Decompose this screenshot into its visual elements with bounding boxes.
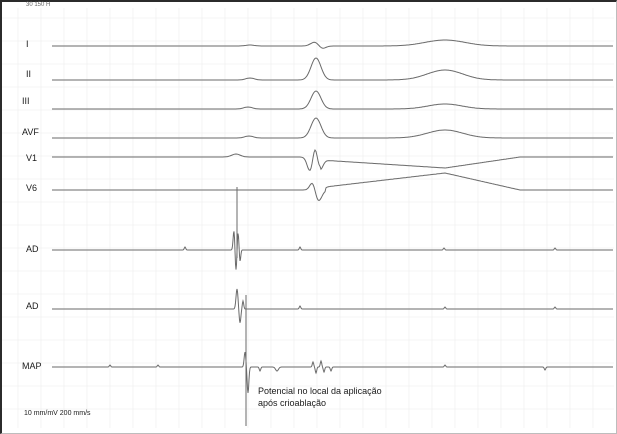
trace-lead-iii bbox=[52, 90, 613, 110]
lead-label-map: MAP bbox=[22, 361, 42, 371]
signal-traces bbox=[52, 39, 613, 426]
trace-lead-avf bbox=[52, 117, 613, 139]
header-cut-text: 30 150 H bbox=[26, 2, 51, 8]
annotation-line-1: Potencial no local da aplicação bbox=[258, 386, 382, 396]
annotation-text: Potencial no local da aplicação após cri… bbox=[258, 385, 382, 409]
annotation-line-2: após crioablação bbox=[258, 398, 327, 408]
lead-label-ad: AD bbox=[26, 244, 39, 254]
scale-settings: 10 mm/mV 200 mm/s bbox=[24, 410, 91, 417]
trace-lead-v1 bbox=[52, 148, 613, 171]
lead-label-v1: V1 bbox=[26, 153, 38, 163]
lead-label-ad: AD bbox=[26, 301, 39, 311]
trace-map bbox=[52, 351, 613, 394]
trace-lead-ii bbox=[52, 57, 613, 81]
lead-label-avf: AVF bbox=[22, 127, 39, 137]
lead-label-i: I bbox=[26, 39, 29, 49]
trace-ad-1 bbox=[52, 231, 613, 270]
background-grid bbox=[2, 8, 614, 428]
lead-label-ii: II bbox=[26, 69, 32, 79]
trace-ad-2 bbox=[52, 288, 613, 323]
trace-lead-v6 bbox=[52, 172, 613, 202]
lead-label-iii: III bbox=[22, 96, 30, 106]
lead-label-v6: V6 bbox=[26, 183, 38, 193]
trace-lead-i bbox=[52, 39, 613, 49]
